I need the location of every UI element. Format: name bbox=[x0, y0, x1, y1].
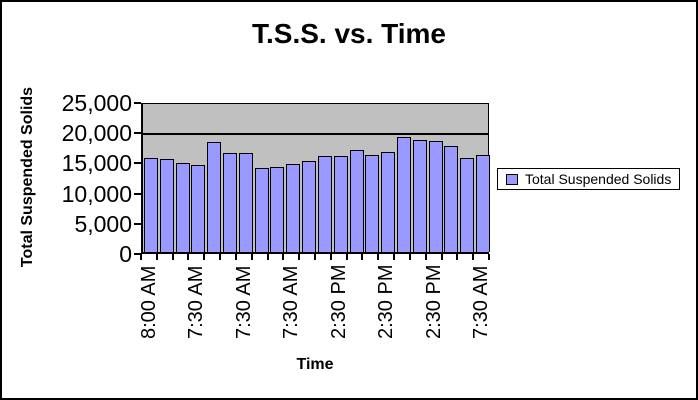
x-tick-mark-22 bbox=[488, 254, 490, 260]
bar-22 bbox=[476, 155, 491, 252]
x-tick-mark-3 bbox=[187, 254, 190, 260]
bar-2 bbox=[159, 159, 174, 252]
x-tick-mark-4 bbox=[203, 254, 206, 260]
x-tick-mark-19 bbox=[440, 254, 443, 260]
bar-16 bbox=[381, 152, 396, 252]
bar-14 bbox=[349, 150, 364, 252]
bar-9 bbox=[270, 167, 285, 252]
x-tick-mark-8 bbox=[266, 254, 269, 260]
y-tick-mark-10000 bbox=[134, 192, 141, 195]
x-tick-label-text: 7:30 AM bbox=[185, 265, 208, 339]
bar-8 bbox=[254, 168, 269, 252]
y-tick-label-10000: 10,000 bbox=[61, 180, 132, 207]
bar-20 bbox=[444, 146, 459, 252]
legend: Total Suspended Solids bbox=[497, 168, 680, 190]
y-tick-mark-20000 bbox=[134, 132, 141, 135]
bar-5 bbox=[207, 142, 222, 252]
x-tick-mark-13 bbox=[345, 254, 348, 260]
x-tick-label-text: 7:30 AM bbox=[232, 265, 255, 339]
y-tick-mark-0 bbox=[134, 253, 141, 255]
bar-18 bbox=[412, 140, 427, 252]
bar-3 bbox=[175, 163, 190, 252]
x-tick-mark-2 bbox=[171, 254, 174, 260]
x-tick-mark-18 bbox=[424, 254, 427, 260]
y-tick-label-15000: 15,000 bbox=[61, 150, 132, 177]
x-tick-label-text: 2:30 PM bbox=[327, 264, 350, 339]
x-tick-mark-6 bbox=[234, 254, 237, 260]
x-tick-mark-1 bbox=[155, 254, 158, 260]
bar-1 bbox=[143, 158, 158, 252]
x-tick-mark-21 bbox=[472, 254, 475, 260]
x-tick-label-text: 2:30 PM bbox=[422, 264, 445, 339]
bar-12 bbox=[317, 156, 332, 252]
x-tick-mark-16 bbox=[393, 254, 396, 260]
y-tick-mark-25000 bbox=[134, 102, 141, 104]
bar-13 bbox=[333, 156, 348, 252]
x-tick-mark-5 bbox=[219, 254, 222, 260]
x-tick-mark-12 bbox=[329, 254, 332, 260]
legend-series-label: Total Suspended Solids bbox=[525, 171, 672, 187]
y-tick-label-25000: 25,000 bbox=[61, 90, 132, 116]
x-tick-mark-20 bbox=[456, 254, 459, 260]
plot-area bbox=[141, 103, 491, 254]
y-tick-mark-5000 bbox=[134, 222, 141, 225]
bar-15 bbox=[365, 155, 380, 252]
x-tick-mark-14 bbox=[361, 254, 364, 260]
bar-7 bbox=[238, 153, 253, 252]
x-tick-mark-7 bbox=[250, 254, 253, 260]
bar-4 bbox=[191, 165, 206, 252]
bar-11 bbox=[302, 161, 317, 252]
x-tick-mark-17 bbox=[408, 254, 411, 260]
y-tick-mark-15000 bbox=[134, 162, 141, 165]
x-tick-mark-0 bbox=[140, 254, 142, 260]
bar-21 bbox=[460, 158, 475, 252]
x-tick-label-text: 7:30 AM bbox=[280, 265, 303, 339]
bar-6 bbox=[222, 153, 237, 252]
chart-title: T.S.S. vs. Time bbox=[251, 18, 447, 49]
legend-swatch-icon bbox=[506, 173, 518, 185]
x-tick-mark-11 bbox=[314, 254, 316, 260]
y-tick-label-0: 0 bbox=[119, 241, 132, 267]
x-tick-mark-10 bbox=[298, 254, 301, 260]
gridline-20000 bbox=[143, 132, 488, 135]
y-tick-label-20000: 20,000 bbox=[61, 120, 132, 147]
bar-10 bbox=[286, 164, 301, 252]
x-tick-label-text: 2:30 PM bbox=[375, 264, 398, 339]
x-tick-label-text: 8:00 AM bbox=[137, 265, 160, 339]
x-tick-mark-15 bbox=[377, 254, 380, 260]
y-tick-label-5000: 5,000 bbox=[74, 210, 132, 237]
x-tick-mark-9 bbox=[282, 254, 285, 260]
x-axis-title: Time bbox=[296, 356, 334, 373]
x-tick-label-text: 7:30 AM bbox=[470, 265, 493, 339]
bar-17 bbox=[396, 137, 411, 252]
bar-19 bbox=[428, 141, 443, 252]
